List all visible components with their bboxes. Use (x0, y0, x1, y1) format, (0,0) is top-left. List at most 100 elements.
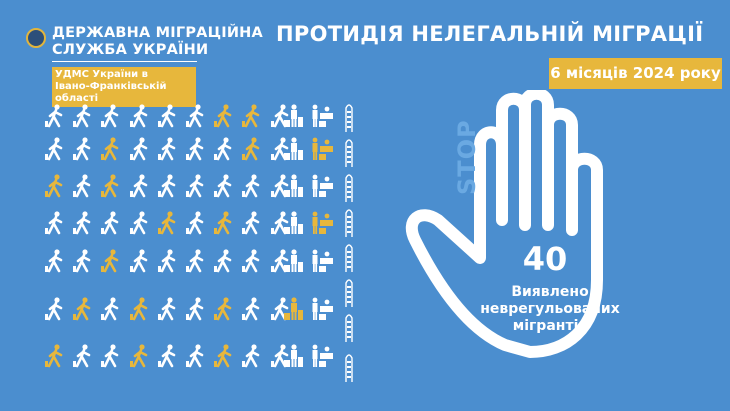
migrant-walker-icon (241, 211, 263, 239)
migrant-walker-icon (270, 211, 292, 239)
migrant-walker-icon (270, 104, 292, 132)
migrant-walker-icon (72, 249, 94, 277)
migrant-walker-icon (44, 344, 66, 372)
count-caption: Виявлено неврегульованих мігрантів (470, 284, 630, 335)
migrant-walker-icon (213, 249, 235, 277)
migrant-walker-icon (100, 297, 122, 325)
dms-emblem-logo (26, 28, 46, 48)
border-control-desk-icon (310, 344, 334, 372)
migrant-walker-icon (129, 297, 151, 325)
department-badge: УДМС України в Івано-Франківській област… (52, 67, 196, 107)
border-barrier-icon (345, 352, 353, 386)
migrant-walker-icon (129, 249, 151, 277)
border-barrier-icon (345, 312, 353, 346)
migrant-walker-icon (213, 211, 235, 239)
migrant-walker-icon (157, 297, 179, 325)
traveler-luggage-icon (283, 137, 305, 165)
traveler-luggage-icon (283, 297, 305, 325)
migrant-walker-icon (241, 104, 263, 132)
migrant-walker-icon (44, 174, 66, 202)
border-barrier-icon (345, 172, 353, 206)
migrant-walker-icon (213, 137, 235, 165)
migrant-walker-icon (100, 104, 122, 132)
migrant-walker-icon (100, 211, 122, 239)
traveler-luggage-icon (283, 249, 305, 277)
page-title: ПРОТИДІЯ НЕЛЕГАЛЬНІЙ МІГРАЦІЇ (276, 22, 704, 46)
org-name: ДЕРЖАВНА МІГРАЦІЙНА СЛУЖБА УКРАЇНИ (52, 25, 263, 59)
caption-line1: Виявлено (511, 284, 589, 300)
border-control-desk-icon (310, 211, 334, 239)
migrant-walker-icon (157, 104, 179, 132)
migrant-walker-icon (72, 174, 94, 202)
migrant-walker-icon (185, 137, 207, 165)
migrant-walker-icon (270, 137, 292, 165)
migrant-walker-icon (241, 137, 263, 165)
migrant-walker-icon (44, 104, 66, 132)
migrant-walker-icon (100, 137, 122, 165)
migrant-walker-icon (129, 211, 151, 239)
border-control-desk-icon (310, 174, 334, 202)
org-name-line2: СЛУЖБА УКРАЇНИ (52, 42, 209, 58)
border-control-desk-icon (310, 104, 334, 132)
migrant-walker-icon (185, 211, 207, 239)
stop-hand-icon (405, 90, 603, 358)
migrant-walker-icon (270, 174, 292, 202)
migrant-walker-icon (129, 174, 151, 202)
migrant-count: 40 (522, 240, 568, 278)
period-badge: 6 місяців 2024 року (549, 58, 722, 89)
migrant-walker-icon (129, 104, 151, 132)
border-barrier-icon (345, 207, 353, 241)
org-name-line1: ДЕРЖАВНА МІГРАЦІЙНА (52, 25, 263, 41)
migrant-walker-icon (185, 104, 207, 132)
migrant-walker-icon (44, 137, 66, 165)
migrant-walker-icon (213, 104, 235, 132)
migrant-walker-icon (100, 174, 122, 202)
migrant-walker-icon (157, 211, 179, 239)
border-control-desk-icon (310, 249, 334, 277)
migrant-walker-icon (72, 211, 94, 239)
migrant-walker-icon (44, 297, 66, 325)
migrant-walker-icon (129, 137, 151, 165)
caption-line3: мігрантів (512, 318, 588, 334)
migrant-walker-icon (157, 344, 179, 372)
migrant-walker-icon (129, 344, 151, 372)
migrant-walker-icon (157, 137, 179, 165)
migrant-walker-icon (270, 249, 292, 277)
migrant-walker-icon (72, 137, 94, 165)
migrant-walker-icon (72, 297, 94, 325)
migrant-walker-icon (270, 344, 292, 372)
migrant-walker-icon (213, 297, 235, 325)
migrant-walker-icon (100, 249, 122, 277)
migrant-walker-icon (100, 344, 122, 372)
migrant-walker-icon (185, 297, 207, 325)
border-barrier-icon (345, 242, 353, 276)
migrant-walker-icon (44, 249, 66, 277)
migrant-walker-icon (157, 174, 179, 202)
border-control-desk-icon (310, 297, 334, 325)
migrant-walker-icon (157, 249, 179, 277)
border-control-desk-icon (310, 137, 334, 165)
traveler-luggage-icon (283, 104, 305, 132)
migrant-walker-icon (185, 249, 207, 277)
migrant-walker-icon (213, 174, 235, 202)
migrant-walker-icon (185, 344, 207, 372)
department-line1: УДМС України в (55, 69, 148, 80)
border-barrier-icon (345, 277, 353, 311)
migrant-walker-icon (241, 344, 263, 372)
border-barrier-icon (345, 102, 353, 136)
border-barrier-icon (345, 137, 353, 171)
divider (52, 61, 197, 62)
caption-line2: неврегульованих (480, 301, 620, 317)
migrant-walker-icon (241, 174, 263, 202)
migrant-walker-icon (44, 211, 66, 239)
traveler-luggage-icon (283, 174, 305, 202)
migrant-walker-icon (185, 174, 207, 202)
migrant-walker-icon (270, 297, 292, 325)
department-line2: Івано-Франківській області (55, 81, 167, 104)
migrant-walker-icon (72, 104, 94, 132)
migrant-walker-icon (241, 297, 263, 325)
traveler-luggage-icon (283, 344, 305, 372)
traveler-luggage-icon (283, 211, 305, 239)
migrant-walker-icon (72, 344, 94, 372)
migrant-walker-icon (213, 344, 235, 372)
